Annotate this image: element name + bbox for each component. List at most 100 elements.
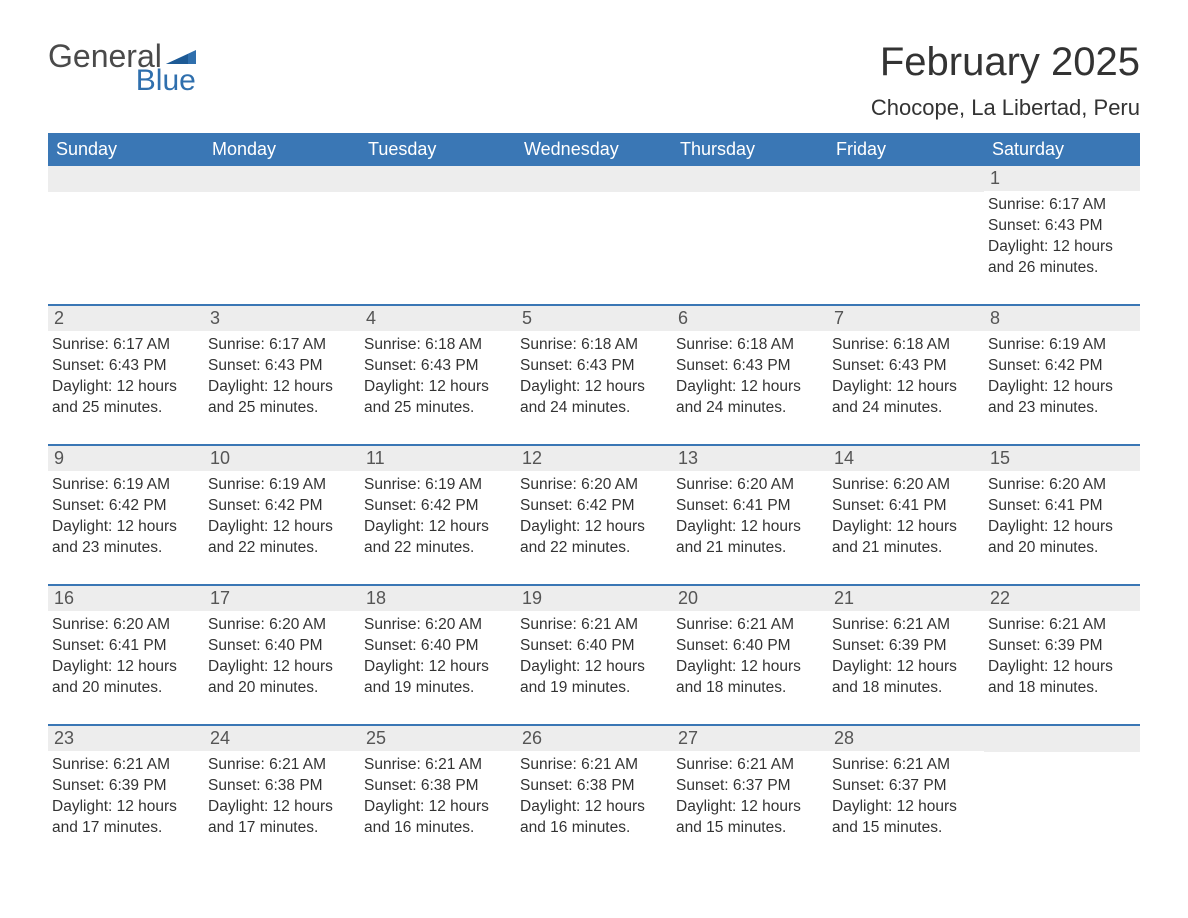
day-number: 19 — [516, 586, 672, 611]
day-cell — [828, 166, 984, 286]
day-number: 23 — [48, 726, 204, 751]
day-body: Sunrise: 6:21 AMSunset: 6:39 PMDaylight:… — [828, 611, 984, 703]
day-cell: 21Sunrise: 6:21 AMSunset: 6:39 PMDayligh… — [828, 586, 984, 706]
day-cell: 17Sunrise: 6:20 AMSunset: 6:40 PMDayligh… — [204, 586, 360, 706]
day-cell: 25Sunrise: 6:21 AMSunset: 6:38 PMDayligh… — [360, 726, 516, 846]
day-cell: 3Sunrise: 6:17 AMSunset: 6:43 PMDaylight… — [204, 306, 360, 426]
day-sunset: Sunset: 6:39 PM — [52, 776, 200, 797]
empty-day-number — [984, 726, 1140, 752]
day-cell: 22Sunrise: 6:21 AMSunset: 6:39 PMDayligh… — [984, 586, 1140, 706]
day-body: Sunrise: 6:20 AMSunset: 6:42 PMDaylight:… — [516, 471, 672, 563]
day-sunrise: Sunrise: 6:18 AM — [520, 335, 668, 356]
empty-day-number — [516, 166, 672, 192]
day-sunset: Sunset: 6:42 PM — [520, 496, 668, 517]
day-sunrise: Sunrise: 6:20 AM — [832, 475, 980, 496]
day-cell: 13Sunrise: 6:20 AMSunset: 6:41 PMDayligh… — [672, 446, 828, 566]
day-body: Sunrise: 6:20 AMSunset: 6:41 PMDaylight:… — [828, 471, 984, 563]
day-cell: 6Sunrise: 6:18 AMSunset: 6:43 PMDaylight… — [672, 306, 828, 426]
day-number: 26 — [516, 726, 672, 751]
location: Chocope, La Libertad, Peru — [871, 95, 1140, 121]
day-cell: 9Sunrise: 6:19 AMSunset: 6:42 PMDaylight… — [48, 446, 204, 566]
day-sunrise: Sunrise: 6:20 AM — [52, 615, 200, 636]
day-number: 3 — [204, 306, 360, 331]
day-cell: 26Sunrise: 6:21 AMSunset: 6:38 PMDayligh… — [516, 726, 672, 846]
day-cell: 4Sunrise: 6:18 AMSunset: 6:43 PMDaylight… — [360, 306, 516, 426]
day-number: 5 — [516, 306, 672, 331]
day-sunrise: Sunrise: 6:18 AM — [364, 335, 512, 356]
logo-blue-text: Blue — [116, 66, 196, 96]
day-daylight: Daylight: 12 hours and 23 minutes. — [988, 377, 1136, 419]
title-block: February 2025 Chocope, La Libertad, Peru — [871, 40, 1140, 121]
day-number: 17 — [204, 586, 360, 611]
calendar: SundayMondayTuesdayWednesdayThursdayFrid… — [48, 133, 1140, 846]
day-body: Sunrise: 6:19 AMSunset: 6:42 PMDaylight:… — [204, 471, 360, 563]
day-body: Sunrise: 6:20 AMSunset: 6:41 PMDaylight:… — [672, 471, 828, 563]
day-cell — [360, 166, 516, 286]
week-row: 9Sunrise: 6:19 AMSunset: 6:42 PMDaylight… — [48, 444, 1140, 566]
day-cell: 14Sunrise: 6:20 AMSunset: 6:41 PMDayligh… — [828, 446, 984, 566]
day-sunset: Sunset: 6:43 PM — [988, 216, 1136, 237]
day-sunset: Sunset: 6:40 PM — [676, 636, 824, 657]
day-sunset: Sunset: 6:37 PM — [832, 776, 980, 797]
flag-icon — [166, 46, 196, 66]
day-sunset: Sunset: 6:41 PM — [676, 496, 824, 517]
day-sunset: Sunset: 6:41 PM — [52, 636, 200, 657]
day-daylight: Daylight: 12 hours and 24 minutes. — [520, 377, 668, 419]
day-daylight: Daylight: 12 hours and 18 minutes. — [988, 657, 1136, 699]
day-cell: 18Sunrise: 6:20 AMSunset: 6:40 PMDayligh… — [360, 586, 516, 706]
weekday-header: Sunday — [48, 133, 204, 166]
day-body: Sunrise: 6:21 AMSunset: 6:40 PMDaylight:… — [672, 611, 828, 703]
day-sunrise: Sunrise: 6:20 AM — [676, 475, 824, 496]
day-sunrise: Sunrise: 6:21 AM — [676, 615, 824, 636]
day-body: Sunrise: 6:19 AMSunset: 6:42 PMDaylight:… — [984, 331, 1140, 423]
day-daylight: Daylight: 12 hours and 24 minutes. — [832, 377, 980, 419]
day-daylight: Daylight: 12 hours and 20 minutes. — [988, 517, 1136, 559]
day-body: Sunrise: 6:21 AMSunset: 6:37 PMDaylight:… — [672, 751, 828, 843]
day-daylight: Daylight: 12 hours and 19 minutes. — [364, 657, 512, 699]
weekday-header: Tuesday — [360, 133, 516, 166]
day-number: 14 — [828, 446, 984, 471]
day-daylight: Daylight: 12 hours and 19 minutes. — [520, 657, 668, 699]
day-daylight: Daylight: 12 hours and 17 minutes. — [52, 797, 200, 839]
day-sunrise: Sunrise: 6:21 AM — [52, 755, 200, 776]
day-sunset: Sunset: 6:43 PM — [364, 356, 512, 377]
day-sunrise: Sunrise: 6:17 AM — [208, 335, 356, 356]
day-sunrise: Sunrise: 6:21 AM — [832, 615, 980, 636]
weekday-header: Monday — [204, 133, 360, 166]
day-cell: 16Sunrise: 6:20 AMSunset: 6:41 PMDayligh… — [48, 586, 204, 706]
day-daylight: Daylight: 12 hours and 21 minutes. — [832, 517, 980, 559]
day-number: 22 — [984, 586, 1140, 611]
day-body: Sunrise: 6:17 AMSunset: 6:43 PMDaylight:… — [48, 331, 204, 423]
day-number: 13 — [672, 446, 828, 471]
day-cell: 27Sunrise: 6:21 AMSunset: 6:37 PMDayligh… — [672, 726, 828, 846]
day-daylight: Daylight: 12 hours and 25 minutes. — [364, 377, 512, 419]
day-sunrise: Sunrise: 6:19 AM — [988, 335, 1136, 356]
weekday-header: Thursday — [672, 133, 828, 166]
day-sunrise: Sunrise: 6:19 AM — [208, 475, 356, 496]
weekday-header: Wednesday — [516, 133, 672, 166]
day-daylight: Daylight: 12 hours and 22 minutes. — [520, 517, 668, 559]
day-body: Sunrise: 6:18 AMSunset: 6:43 PMDaylight:… — [516, 331, 672, 423]
day-cell — [48, 166, 204, 286]
day-daylight: Daylight: 12 hours and 26 minutes. — [988, 237, 1136, 279]
day-body: Sunrise: 6:21 AMSunset: 6:40 PMDaylight:… — [516, 611, 672, 703]
day-number: 1 — [984, 166, 1140, 191]
day-daylight: Daylight: 12 hours and 21 minutes. — [676, 517, 824, 559]
empty-day-number — [672, 166, 828, 192]
day-number: 20 — [672, 586, 828, 611]
day-sunrise: Sunrise: 6:21 AM — [676, 755, 824, 776]
day-sunset: Sunset: 6:38 PM — [208, 776, 356, 797]
weekday-header-row: SundayMondayTuesdayWednesdayThursdayFrid… — [48, 133, 1140, 166]
day-cell: 2Sunrise: 6:17 AMSunset: 6:43 PMDaylight… — [48, 306, 204, 426]
day-sunrise: Sunrise: 6:19 AM — [52, 475, 200, 496]
day-number: 27 — [672, 726, 828, 751]
day-body: Sunrise: 6:20 AMSunset: 6:40 PMDaylight:… — [360, 611, 516, 703]
day-number: 18 — [360, 586, 516, 611]
day-daylight: Daylight: 12 hours and 22 minutes. — [364, 517, 512, 559]
day-sunrise: Sunrise: 6:21 AM — [988, 615, 1136, 636]
day-sunrise: Sunrise: 6:18 AM — [832, 335, 980, 356]
day-cell: 15Sunrise: 6:20 AMSunset: 6:41 PMDayligh… — [984, 446, 1140, 566]
day-sunset: Sunset: 6:43 PM — [520, 356, 668, 377]
day-sunset: Sunset: 6:37 PM — [676, 776, 824, 797]
day-cell — [672, 166, 828, 286]
